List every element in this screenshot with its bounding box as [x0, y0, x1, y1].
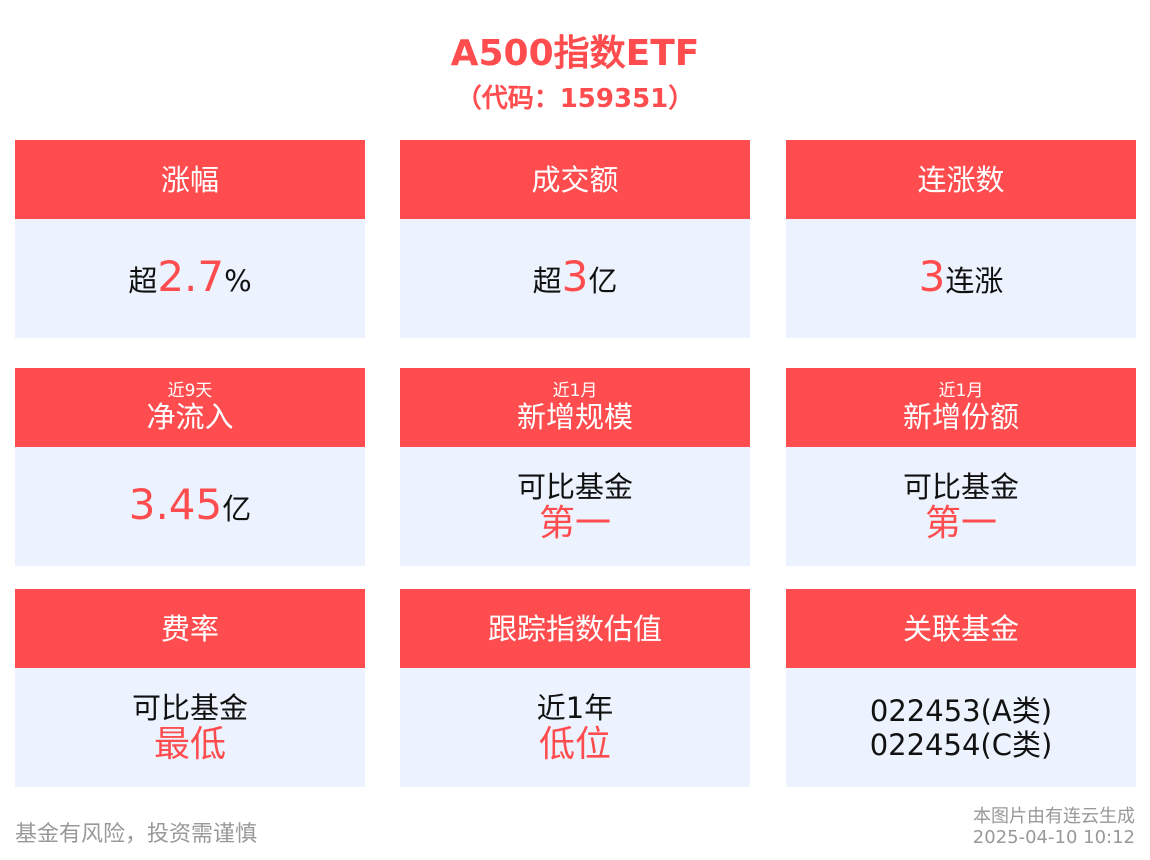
card-header: 关联基金: [902, 611, 1019, 646]
card-header: 跟踪指数估值: [487, 611, 662, 646]
value-prefix: 超: [128, 263, 158, 298]
value-suffix: 连涨: [945, 263, 1004, 298]
card-change: 涨幅 超2.7%: [15, 140, 365, 338]
page-title: A500指数ETF: [450, 33, 700, 74]
card-new-shares: 近1月 新增份额 可比基金 第一: [786, 368, 1136, 566]
card-header: 连涨数: [917, 162, 1005, 197]
card-header: 新增份额: [902, 399, 1019, 434]
value-suffix: %: [224, 263, 252, 298]
value-line1: 可比基金: [516, 469, 633, 504]
card-new-scale: 近1月 新增规模 可比基金 第一: [400, 368, 750, 566]
value-line2: 第一: [538, 502, 611, 544]
value-highlight: 2.7: [157, 251, 225, 301]
card-valuation: 跟踪指数估值 近1年 低位: [400, 589, 750, 787]
value-highlight: 3: [561, 251, 589, 301]
card-net-inflow: 近9天 净流入 3.45亿: [15, 368, 365, 566]
risk-disclaimer: 基金有风险，投资需谨慎: [15, 822, 258, 847]
card-fee: 费率 可比基金 最低: [15, 589, 365, 787]
fund-code: （代码：159351）: [455, 84, 695, 114]
value-highlight: 3: [918, 251, 946, 301]
value-line1: 022453(A类): [869, 693, 1053, 728]
card-header: 成交额: [531, 162, 619, 197]
card-turnover: 成交额 超3亿: [400, 140, 750, 338]
value-line1: 可比基金: [902, 469, 1019, 504]
value-line2: 第一: [924, 502, 997, 544]
value-prefix: 超: [532, 263, 562, 298]
value-line2: 022454(C类): [869, 727, 1053, 762]
value-line2: 低位: [538, 723, 611, 765]
card-header-prefix: 近1月: [938, 380, 984, 401]
card-header: 费率: [160, 611, 219, 646]
card-related-funds: 关联基金 022453(A类) 022454(C类): [786, 589, 1136, 787]
source-text: 本图片由有连云生成: [973, 806, 1135, 827]
source-info: 本图片由有连云生成 2025-04-10 10:12: [973, 806, 1135, 848]
card-header: 涨幅: [160, 162, 219, 197]
value-line1: 近1年: [536, 690, 614, 725]
card-streak: 连涨数 3连涨: [786, 140, 1136, 338]
value-line2: 最低: [153, 723, 226, 765]
card-header: 新增规模: [516, 399, 633, 434]
value-line1: 可比基金: [131, 690, 248, 725]
card-header: 净流入: [146, 399, 234, 434]
card-header-prefix: 近1月: [552, 380, 598, 401]
value-suffix: 亿: [222, 491, 252, 526]
card-header-prefix: 近9天: [167, 380, 213, 401]
value-highlight: 3.45: [128, 479, 223, 529]
value-suffix: 亿: [588, 263, 618, 298]
timestamp: 2025-04-10 10:12: [972, 827, 1135, 848]
